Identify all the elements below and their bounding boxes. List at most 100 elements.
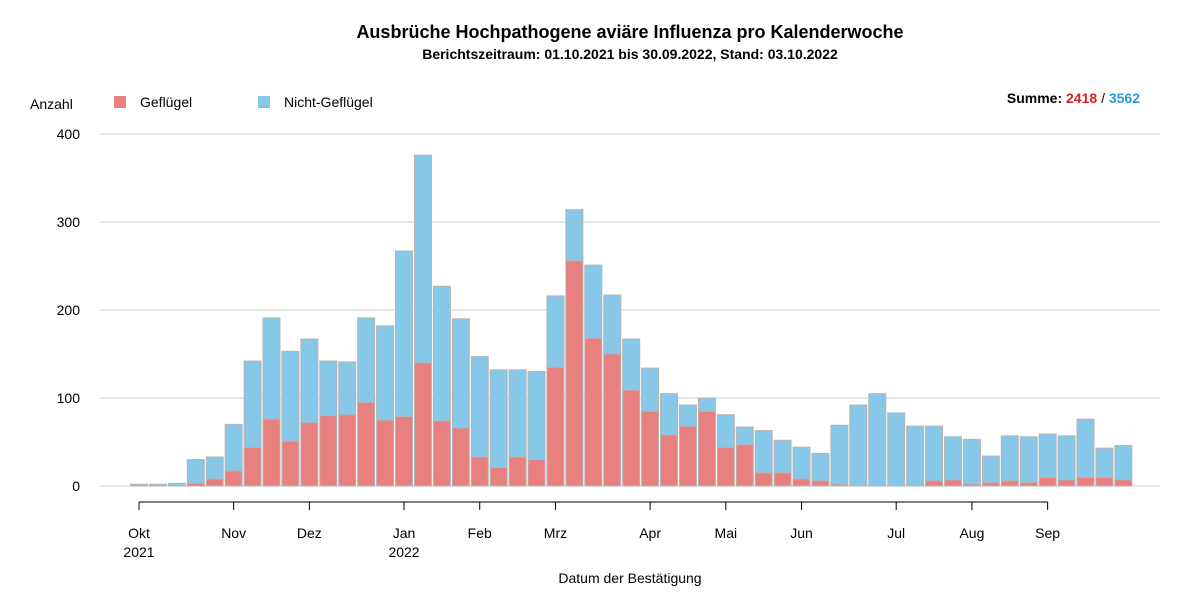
bar-poultry bbox=[489, 467, 508, 487]
x-tick-label: Mai bbox=[715, 525, 738, 541]
legend-item-nonpoultry: Nicht-Geflügel bbox=[258, 94, 373, 110]
bar-poultry bbox=[811, 480, 830, 487]
summary-nonpoultry-total: 3562 bbox=[1108, 90, 1140, 106]
bar-nonpoultry bbox=[1019, 436, 1038, 483]
bar-poultry bbox=[622, 389, 641, 487]
bar-poultry bbox=[641, 410, 660, 487]
bar-poultry bbox=[754, 472, 773, 487]
bar-nonpoultry bbox=[565, 209, 584, 262]
bar-poultry bbox=[451, 427, 470, 487]
bar-nonpoultry bbox=[943, 436, 962, 481]
bar-nonpoultry bbox=[130, 483, 148, 487]
bar-poultry bbox=[925, 480, 944, 487]
bar-nonpoultry bbox=[1057, 435, 1076, 481]
bar-nonpoultry bbox=[849, 404, 868, 487]
bar-poultry bbox=[1000, 480, 1019, 487]
bar-poultry bbox=[470, 456, 489, 487]
bar-nonpoultry bbox=[413, 154, 432, 364]
x-tick-year-label: 2022 bbox=[388, 544, 419, 560]
x-tick-label: Okt bbox=[128, 525, 150, 541]
legend-label-nonpoultry: Nicht-Geflügel bbox=[284, 94, 373, 110]
y-tick-label: 100 bbox=[57, 390, 81, 406]
bar-nonpoultry bbox=[811, 452, 830, 482]
legend-label-poultry: Geflügel bbox=[140, 94, 193, 110]
legend-swatch-poultry bbox=[114, 96, 126, 108]
bar-nonpoultry bbox=[887, 412, 906, 487]
bar-poultry bbox=[1076, 476, 1095, 487]
bar-poultry bbox=[205, 478, 224, 487]
bar-poultry bbox=[527, 459, 546, 487]
y-tick-label: 200 bbox=[57, 302, 81, 318]
bar-nonpoultry bbox=[830, 424, 849, 485]
y-tick-label: 0 bbox=[72, 478, 80, 494]
bar-nonpoultry bbox=[186, 459, 205, 484]
bar-nonpoultry bbox=[224, 423, 243, 472]
bar-nonpoultry bbox=[716, 414, 735, 448]
x-tick-label: Mrz bbox=[544, 525, 567, 541]
summary-total: Summe: 2418 / 3562 bbox=[1007, 90, 1140, 106]
x-tick-label: Jan bbox=[393, 525, 416, 541]
bar-poultry bbox=[697, 410, 716, 487]
x-tick-label: Jul bbox=[887, 525, 905, 541]
bar-nonpoultry bbox=[754, 430, 773, 474]
bar-nonpoultry bbox=[1095, 447, 1114, 478]
bar-nonpoultry bbox=[1000, 435, 1019, 482]
bar-nonpoultry bbox=[1038, 433, 1057, 478]
bar-poultry bbox=[357, 401, 376, 487]
bar-poultry bbox=[1095, 476, 1114, 487]
bar-poultry bbox=[413, 362, 432, 487]
bar-nonpoultry bbox=[338, 361, 357, 416]
bar-nonpoultry bbox=[906, 425, 925, 487]
bar-poultry bbox=[792, 478, 811, 487]
x-tick-year-label: 2021 bbox=[123, 544, 154, 560]
bar-poultry bbox=[508, 456, 527, 487]
bar-nonpoultry bbox=[1076, 418, 1095, 478]
bar-nonpoultry bbox=[508, 369, 527, 458]
x-tick-label: Dez bbox=[297, 525, 322, 541]
bar-nonpoultry bbox=[395, 250, 414, 417]
bar-nonpoultry bbox=[925, 425, 944, 482]
legend-item-poultry: Geflügel bbox=[114, 94, 192, 110]
bar-poultry bbox=[319, 415, 338, 487]
summary-separator: / bbox=[1101, 90, 1105, 106]
x-tick-label: Apr bbox=[639, 525, 661, 541]
bar-poultry bbox=[546, 366, 565, 487]
bar-nonpoultry bbox=[281, 350, 300, 442]
bar-poultry bbox=[376, 419, 395, 487]
bar-poultry bbox=[281, 440, 300, 487]
bar-poultry bbox=[243, 446, 262, 487]
bar-nonpoultry bbox=[792, 446, 811, 480]
bar-nonpoultry bbox=[773, 439, 792, 474]
bar-nonpoultry bbox=[319, 360, 338, 417]
bar-nonpoultry bbox=[660, 393, 679, 436]
bar-nonpoultry bbox=[981, 455, 1000, 483]
bar-poultry bbox=[1019, 481, 1038, 487]
x-tick-label: Aug bbox=[959, 525, 984, 541]
y-tick-label: 300 bbox=[57, 214, 81, 230]
bar-poultry bbox=[735, 444, 754, 487]
bar-poultry bbox=[660, 434, 679, 487]
bar-poultry bbox=[1057, 479, 1076, 487]
bar-nonpoultry bbox=[376, 325, 395, 421]
bar-nonpoultry bbox=[243, 360, 262, 448]
y-tick-label: 400 bbox=[57, 126, 81, 142]
x-tick-label: Sep bbox=[1035, 525, 1060, 541]
bar-nonpoultry bbox=[489, 369, 508, 469]
bar-poultry bbox=[565, 260, 584, 487]
bar-nonpoultry bbox=[262, 317, 281, 420]
x-axis-label: Datum der Bestätigung bbox=[558, 570, 702, 586]
bar-nonpoultry bbox=[678, 404, 697, 427]
bar-poultry bbox=[1038, 476, 1057, 487]
legend-swatch-nonpoultry bbox=[258, 96, 270, 108]
bar-poultry bbox=[395, 415, 414, 487]
summary-label: Summe: bbox=[1006, 90, 1063, 106]
bar-nonpoultry bbox=[962, 438, 981, 485]
bar-nonpoultry bbox=[735, 426, 754, 446]
bar-poultry bbox=[943, 479, 962, 487]
bar-poultry bbox=[432, 420, 451, 487]
bar-nonpoultry bbox=[357, 317, 376, 403]
bar-nonpoultry bbox=[205, 456, 224, 480]
bar-nonpoultry bbox=[432, 285, 451, 422]
bar-poultry bbox=[262, 418, 281, 487]
